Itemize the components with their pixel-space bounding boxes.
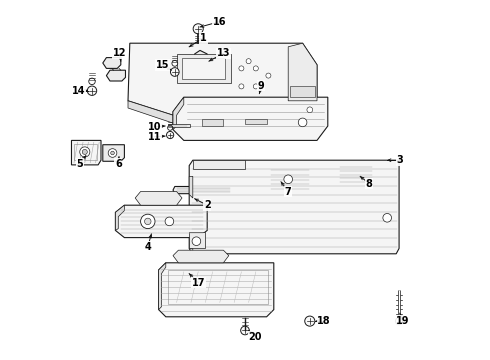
Text: 13: 13 <box>217 48 230 58</box>
Polygon shape <box>173 250 229 263</box>
Polygon shape <box>193 160 245 169</box>
Polygon shape <box>339 164 374 187</box>
Polygon shape <box>189 232 205 248</box>
Circle shape <box>298 118 307 127</box>
Text: 17: 17 <box>192 278 205 288</box>
Text: 15: 15 <box>155 60 169 70</box>
Polygon shape <box>159 263 274 317</box>
Circle shape <box>172 60 178 66</box>
Polygon shape <box>168 124 190 127</box>
Circle shape <box>111 151 114 155</box>
Polygon shape <box>173 97 328 140</box>
Circle shape <box>239 66 244 71</box>
Polygon shape <box>290 86 315 97</box>
Polygon shape <box>187 50 207 76</box>
Polygon shape <box>189 176 193 198</box>
Circle shape <box>307 107 313 113</box>
Circle shape <box>383 213 392 222</box>
Polygon shape <box>116 205 124 230</box>
Polygon shape <box>116 205 207 238</box>
Text: 4: 4 <box>145 242 151 252</box>
Text: 10: 10 <box>147 122 161 132</box>
Polygon shape <box>245 119 267 124</box>
Text: 18: 18 <box>318 316 331 326</box>
Circle shape <box>171 68 179 76</box>
Polygon shape <box>189 248 193 254</box>
Polygon shape <box>182 58 225 79</box>
Polygon shape <box>103 58 121 68</box>
Circle shape <box>239 84 244 89</box>
Circle shape <box>87 86 97 95</box>
Polygon shape <box>135 192 182 205</box>
Text: 5: 5 <box>77 159 83 169</box>
Circle shape <box>108 149 117 157</box>
Text: 3: 3 <box>396 155 403 165</box>
Circle shape <box>253 84 258 89</box>
Polygon shape <box>288 43 317 101</box>
Polygon shape <box>269 166 312 194</box>
Circle shape <box>167 131 174 139</box>
Text: 12: 12 <box>113 48 126 58</box>
Circle shape <box>305 316 315 326</box>
Circle shape <box>145 218 151 225</box>
Circle shape <box>141 214 155 229</box>
Circle shape <box>193 24 203 34</box>
Circle shape <box>284 175 293 184</box>
Circle shape <box>192 237 201 246</box>
Circle shape <box>241 326 249 335</box>
Text: 1: 1 <box>200 33 207 43</box>
Text: 2: 2 <box>204 200 211 210</box>
Circle shape <box>395 318 403 325</box>
Polygon shape <box>173 186 232 194</box>
Text: 8: 8 <box>366 179 372 189</box>
Text: 20: 20 <box>248 332 262 342</box>
Polygon shape <box>173 97 184 130</box>
Circle shape <box>89 78 95 85</box>
Circle shape <box>266 73 271 78</box>
Polygon shape <box>159 263 166 310</box>
Text: 9: 9 <box>258 81 265 91</box>
Polygon shape <box>106 70 125 81</box>
Text: 14: 14 <box>72 86 85 96</box>
Circle shape <box>165 217 174 226</box>
Text: 16: 16 <box>213 17 226 27</box>
Circle shape <box>253 66 258 71</box>
Text: 6: 6 <box>115 159 122 169</box>
Polygon shape <box>128 43 317 115</box>
Circle shape <box>168 125 172 130</box>
Circle shape <box>80 147 90 157</box>
Circle shape <box>246 59 251 64</box>
Text: 11: 11 <box>147 132 161 142</box>
Polygon shape <box>189 160 399 254</box>
Polygon shape <box>202 119 223 126</box>
Polygon shape <box>176 54 231 83</box>
Polygon shape <box>128 101 252 123</box>
Polygon shape <box>103 145 124 161</box>
Polygon shape <box>72 140 101 165</box>
Text: 7: 7 <box>285 186 292 197</box>
Circle shape <box>82 149 87 154</box>
Text: 19: 19 <box>396 316 410 326</box>
